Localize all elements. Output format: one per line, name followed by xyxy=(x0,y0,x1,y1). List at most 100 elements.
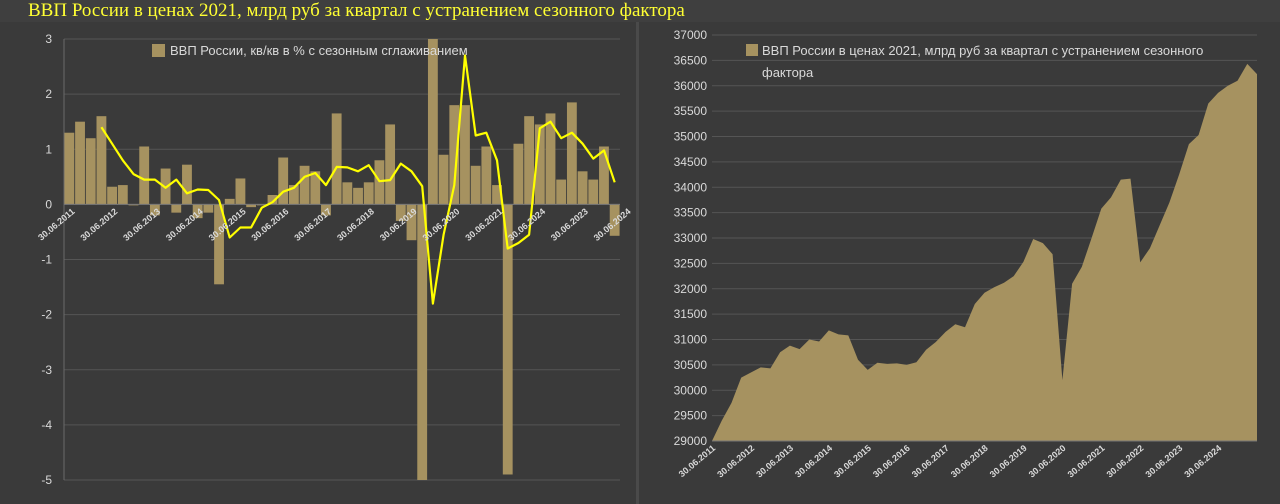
y-tick-label: 30500 xyxy=(674,358,708,372)
bar xyxy=(524,116,535,205)
bar xyxy=(609,204,620,236)
y-tick-label: 31500 xyxy=(674,307,708,321)
y-tick-label: -5 xyxy=(41,473,52,487)
bar xyxy=(224,198,235,205)
bar xyxy=(96,116,107,205)
bar xyxy=(310,171,321,205)
y-tick-label: 32000 xyxy=(674,282,708,296)
right-chart-panel: 29000 29500 30000 30500 31000 31500 32000 32500… xyxy=(639,22,1280,504)
y-tick-label: 35500 xyxy=(674,104,708,118)
bar xyxy=(246,204,257,208)
x-tick-label: 30.06.2016 xyxy=(871,443,912,480)
bar xyxy=(139,146,150,205)
bar xyxy=(214,204,224,285)
x-tick-label: 30.06.2012 xyxy=(715,443,756,480)
bar xyxy=(75,121,85,205)
bar xyxy=(385,124,396,205)
x-tick-label: 30.06.2013 xyxy=(754,443,795,480)
legend-label-line1: ВВП России в ценах 2021, млрд руб за ква… xyxy=(762,43,1203,58)
panel-divider xyxy=(636,22,639,504)
bar xyxy=(460,105,470,205)
y-tick-label: 0 xyxy=(45,197,52,211)
y-tick-label: 29500 xyxy=(674,409,708,423)
x-tick-label: 30.06.2018 xyxy=(949,443,990,480)
y-tick-label: 35000 xyxy=(674,130,708,144)
gdp-area-chart: 29000 29500 30000 30500 31000 31500 32000 32500… xyxy=(674,28,1257,480)
y-tick-label: 33500 xyxy=(674,206,708,220)
legend-swatch xyxy=(152,44,165,57)
bar xyxy=(192,204,203,219)
left-chart-panel: -5 -4 -3 -2 -1 0 1 2 3 30.06.2011 30.06.2012 30.06.… xyxy=(0,22,636,504)
bar xyxy=(267,195,278,205)
x-tick-label: 30.06.2014 xyxy=(793,443,834,480)
bar xyxy=(427,39,438,205)
y-tick-label: 36000 xyxy=(674,79,708,93)
bar xyxy=(182,164,192,205)
x-tick-label: 30.06.2022 xyxy=(1105,443,1146,480)
page-title: ВВП России в ценах 2021, млрд руб за ква… xyxy=(28,0,685,21)
y-tick-label: 30000 xyxy=(674,383,708,397)
x-tick-label: 30.06.2021 xyxy=(1066,443,1107,480)
bar xyxy=(363,182,374,205)
bar xyxy=(470,165,481,205)
y-tick-label: 2 xyxy=(45,87,52,101)
bar xyxy=(545,113,556,205)
x-tick-label: 30.06.2011 xyxy=(36,206,77,242)
y-tick-label: 3 xyxy=(45,32,52,46)
gdp-area xyxy=(712,63,1257,442)
bar xyxy=(85,138,96,205)
y-tick-label: -4 xyxy=(41,418,52,432)
y-tick-label: 34000 xyxy=(674,180,708,194)
y-tick-label: -3 xyxy=(41,363,52,377)
x-tick-label: 30.06.2012 xyxy=(78,206,119,243)
y-tick-label: 36500 xyxy=(674,53,708,67)
y-tick-label: 1 xyxy=(45,142,52,156)
bar xyxy=(513,143,524,205)
bar xyxy=(534,124,545,205)
title-bar: ВВП России в ценах 2021, млрд руб за ква… xyxy=(0,0,1280,22)
legend-swatch xyxy=(746,44,758,56)
y-tick-label: -2 xyxy=(41,308,52,322)
x-tick-label: 30.06.2024 xyxy=(1182,443,1223,480)
bar xyxy=(203,204,214,213)
x-tick-label: 30.06.2023 xyxy=(549,206,590,243)
x-tick-label: 30.06.2013 xyxy=(121,206,162,243)
bar xyxy=(149,204,160,216)
bar xyxy=(171,204,182,213)
bar xyxy=(417,204,428,480)
bar xyxy=(374,160,385,205)
y-tick-label: -1 xyxy=(41,253,52,267)
x-tick-label: 30.06.2017 xyxy=(292,206,333,243)
bar xyxy=(406,204,417,241)
bar xyxy=(117,185,128,205)
smoothed-line xyxy=(100,54,616,305)
legend-label-line2: фактора xyxy=(762,65,814,80)
y-tick-label: 31000 xyxy=(674,333,708,347)
bar xyxy=(353,187,363,205)
x-tick-label: 30.06.2011 xyxy=(677,443,718,479)
bar xyxy=(438,154,449,205)
x-tick-label: 30.06.2014 xyxy=(164,206,205,243)
y-tick-label: 32500 xyxy=(674,256,708,270)
x-tick-label: 30.06.2023 xyxy=(1143,443,1184,480)
y-tick-label: 34500 xyxy=(674,155,708,169)
bar xyxy=(492,185,502,205)
bar xyxy=(299,165,310,205)
bar xyxy=(395,204,406,221)
bar xyxy=(278,157,289,205)
bar xyxy=(107,186,118,205)
bar xyxy=(577,171,588,205)
bar xyxy=(566,102,577,205)
bar xyxy=(599,146,609,205)
bar xyxy=(502,204,513,475)
bar xyxy=(235,178,246,205)
bar xyxy=(342,182,353,205)
x-tick-label: 30.06.2021 xyxy=(463,206,504,243)
x-tick-label: 30.06.2019 xyxy=(988,443,1029,480)
bar xyxy=(288,185,299,205)
bar xyxy=(556,179,567,205)
y-tick-label: 33000 xyxy=(674,231,708,245)
y-tick-label: 37000 xyxy=(674,28,708,42)
bar xyxy=(321,204,331,216)
